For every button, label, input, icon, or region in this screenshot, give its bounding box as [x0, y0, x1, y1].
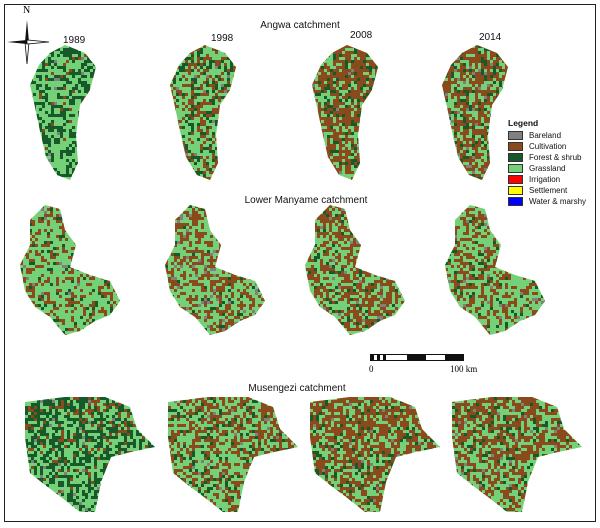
- north-arrow-icon: [7, 20, 50, 65]
- legend-item-water-marshy: Water & marshy: [508, 196, 586, 207]
- map-musengezi-1989: [25, 397, 155, 512]
- map-angwa-1998: [170, 45, 236, 180]
- map-lower-manyame-1989: [20, 205, 120, 335]
- legend-label: Bareland: [529, 131, 562, 140]
- map-musengezi-2014: [452, 397, 582, 512]
- legend-label: Settlement: [529, 186, 568, 195]
- year-label-1989: 1989: [63, 35, 86, 46]
- legend-label: Water & marshy: [529, 197, 587, 206]
- catchment-title-angwa: Angwa catchment: [260, 20, 340, 31]
- legend-label: Forest & shrub: [529, 153, 582, 162]
- map-lower-manyame-1998: [165, 205, 265, 335]
- legend-item-forest-shrub: Forest & shrub: [508, 152, 586, 163]
- map-angwa-2008: [312, 45, 378, 180]
- legend-item-settlement: Settlement: [508, 185, 586, 196]
- legend-swatch: [508, 142, 523, 151]
- legend-item-irrigation: Irrigation: [508, 174, 586, 185]
- legend-item-grassland: Grassland: [508, 163, 586, 174]
- map-musengezi-2008: [310, 397, 440, 512]
- map-lower-manyame-2008: [305, 205, 405, 335]
- map-angwa-2014: [442, 45, 508, 180]
- legend-swatch: [508, 164, 523, 173]
- scale-end-label: 100 km: [450, 364, 478, 374]
- legend: Legend Bareland Cultivation Forest & shr…: [508, 118, 586, 207]
- scale-start-label: 0: [369, 364, 374, 374]
- year-label-2014: 2014: [479, 32, 502, 43]
- legend-item-bareland: Bareland: [508, 130, 586, 141]
- scale-bar: [370, 354, 464, 361]
- legend-swatch: [508, 197, 523, 206]
- north-label: N: [23, 5, 31, 16]
- catchment-title-musengezi: Musengezi catchment: [248, 383, 346, 394]
- legend-label: Irrigation: [529, 175, 561, 184]
- legend-swatch: [508, 186, 523, 195]
- legend-swatch: [508, 131, 523, 140]
- legend-label: Cultivation: [529, 142, 567, 151]
- year-label-2008: 2008: [350, 30, 373, 41]
- figure-frame: [4, 4, 596, 522]
- map-lower-manyame-2014: [445, 205, 545, 335]
- legend-title: Legend: [508, 118, 539, 128]
- legend-swatch: [508, 175, 523, 184]
- map-musengezi-1998: [168, 397, 298, 512]
- year-label-1998: 1998: [211, 33, 234, 44]
- legend-swatch: [508, 153, 523, 162]
- catchment-title-lower-manyame: Lower Manyame catchment: [244, 195, 368, 206]
- legend-item-cultivation: Cultivation: [508, 141, 586, 152]
- legend-label: Grassland: [529, 164, 566, 173]
